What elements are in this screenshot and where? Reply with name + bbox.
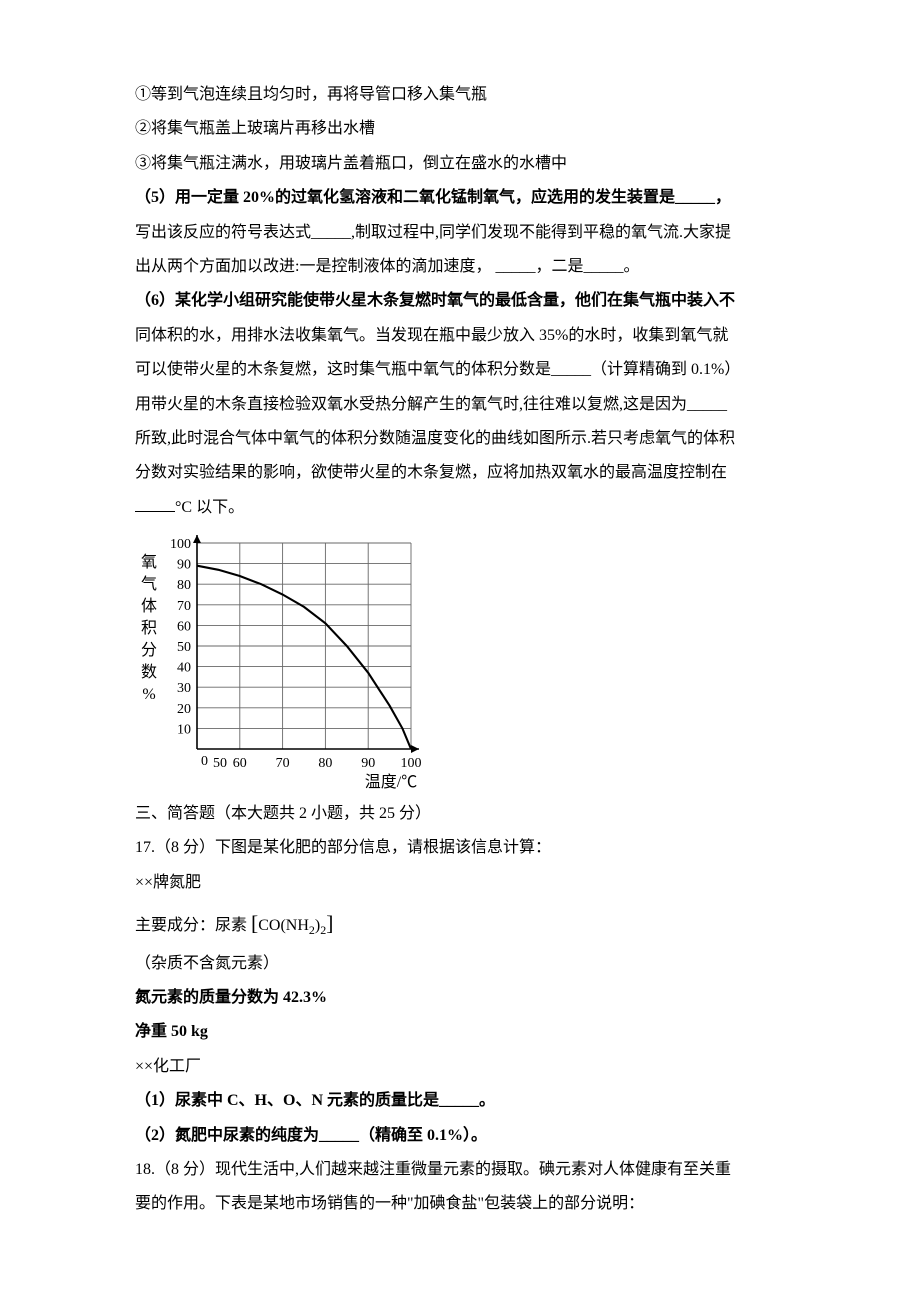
svg-text:10: 10 [177, 722, 191, 737]
rbracket: ] [326, 911, 333, 935]
q6-line3: 可以使带火星的木条复燃，这时集气瓶中氧气的体积分数是_____（计算精确到 0.… [135, 353, 785, 387]
q17-2: （2）氮肥中尿素的纯度为_____（精确至 0.1%）。 [135, 1119, 785, 1153]
svg-text:80: 80 [318, 756, 332, 771]
svg-text:90: 90 [361, 756, 375, 771]
line-3: ③将集气瓶注满水，用玻璃片盖着瓶口，倒立在盛水的水槽中 [135, 147, 785, 181]
svg-text:20: 20 [177, 702, 191, 717]
q5-line3-b: _____，二是_____。 [495, 258, 639, 275]
impurity-line: （杂质不含氮元素） [135, 947, 785, 981]
urea-formula: [CO(NH2)2] [251, 917, 333, 934]
q17-stem: 17.（8 分）下图是某化肥的部分信息，请根据该信息计算： [135, 831, 785, 865]
page-root: ①等到气泡连续且均匀时，再将导管口移入集气瓶 ②将集气瓶盖上玻璃片再移出水槽 ③… [0, 0, 920, 1302]
q5-line1: （5）用一定量 20%的过氧化氢溶液和二氧化锰制氧气，应选用的发生装置是____… [135, 181, 785, 215]
line-2: ②将集气瓶盖上玻璃片再移出水槽 [135, 112, 785, 146]
q5-line3: 出从两个方面加以改进:一是控制液体的滴加速度， _____，二是_____。 [135, 250, 785, 284]
q6-unit: °C 以下。 [175, 499, 244, 516]
svg-text:50: 50 [213, 756, 227, 771]
q17-1: （1）尿素中 C、H、O、N 元素的质量比是_____。 [135, 1084, 785, 1118]
svg-text:90: 90 [177, 558, 191, 573]
q6-line2: 同体积的水，用排水法收集氧气。当发现在瓶中最少放入 35%的水时，收集到氧气就 [135, 319, 785, 353]
netwt-line: 净重 50 kg [135, 1015, 785, 1049]
nmass-line: 氮元素的质量分数为 42.3% [135, 981, 785, 1015]
svg-text:100: 100 [401, 756, 422, 771]
svg-text:分: 分 [141, 641, 157, 659]
q6-line7: °C 以下。 [135, 491, 785, 525]
ingredient-label: 主要成分：尿素 [135, 917, 247, 934]
svg-text:70: 70 [276, 756, 290, 771]
q5-line3-a: 出从两个方面加以改进:一是控制液体的滴加速度， [135, 258, 491, 275]
blank-temp [135, 495, 175, 512]
svg-text:60: 60 [233, 756, 247, 771]
svg-text:70: 70 [177, 599, 191, 614]
svg-text:40: 40 [177, 661, 191, 676]
svg-text:0: 0 [201, 754, 208, 769]
section-3-header: 三、简答题（本大题共 2 小题，共 25 分） [135, 797, 785, 831]
svg-text:100: 100 [170, 537, 191, 552]
line-1: ①等到气泡连续且均匀时，再将导管口移入集气瓶 [135, 78, 785, 112]
svg-text:气: 气 [141, 575, 157, 593]
ingredient-line: 主要成分：尿素 [CO(NH2)2] [135, 900, 785, 946]
svg-text:温度/℃: 温度/℃ [365, 773, 417, 789]
svg-text:50: 50 [177, 640, 191, 655]
q5-line2: 写出该反应的符号表达式_____,制取过程中,同学们发现不能得到平稳的氧气流.大… [135, 216, 785, 250]
q18-line2: 要的作用。下表是某地市场销售的一种"加碘食盐"包装袋上的部分说明： [135, 1187, 785, 1221]
svg-text:数: 数 [141, 663, 157, 681]
svg-text:氧: 氧 [141, 553, 157, 571]
q6-line5: 所致,此时混合气体中氧气的体积分数随温度变化的曲线如图所示.若只考虑氧气的体积 [135, 422, 785, 456]
q6-line6: 分数对实验结果的影响，欲使带火星的木条复燃，应将加热双氧水的最高温度控制在 [135, 456, 785, 490]
brand-line: ××牌氮肥 [135, 866, 785, 900]
oxygen-chart-svg: 0 50 60 70 80 90 100 10 20 30 40 50 60 70 80 90 100 氧气体积分… [135, 529, 425, 789]
svg-text:60: 60 [177, 619, 191, 634]
q6-line4: 用带火星的木条直接检验双氧水受热分解产生的氧气时,往往难以复燃,这是因为____… [135, 388, 785, 422]
svg-text:体: 体 [141, 597, 157, 615]
svg-text:80: 80 [177, 578, 191, 593]
svg-text:30: 30 [177, 681, 191, 696]
lbracket: [ [251, 911, 258, 935]
svg-text:积: 积 [141, 619, 157, 637]
q18-line1: 18.（8 分）现代生活中,人们越来越注重微量元素的摄取。碘元素对人体健康有至关… [135, 1153, 785, 1187]
factory-line: ××化工厂 [135, 1050, 785, 1084]
svg-text:%: % [142, 686, 155, 703]
q6-line1: （6）某化学小组研究能使带火星木条复燃时氧气的最低含量，他们在集气瓶中装入不 [135, 284, 785, 318]
oxygen-chart: 0 50 60 70 80 90 100 10 20 30 40 50 60 70 80 90 100 氧气体积分… [135, 529, 785, 789]
